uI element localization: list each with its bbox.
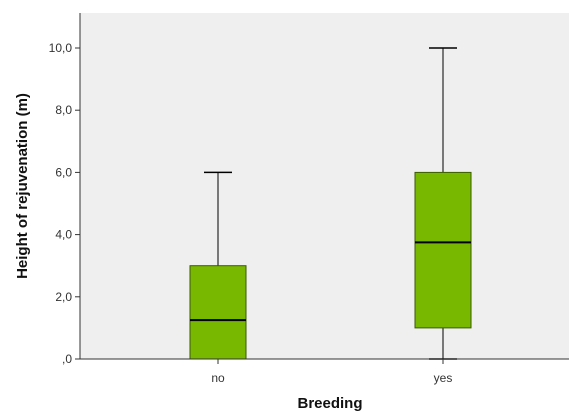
- y-tick-label: 2,0: [55, 290, 72, 304]
- y-tick-label: 4,0: [55, 228, 72, 242]
- box-no: [189, 171, 247, 360]
- box-iqr: [414, 171, 472, 329]
- y-axis-ticks: ,0 2,0 4,0 6,0 8,0 10,0: [49, 41, 80, 366]
- boxes: [189, 47, 472, 360]
- plot-background: [80, 13, 569, 359]
- x-axis-title: Breeding: [297, 395, 362, 412]
- y-tick-label: 10,0: [49, 41, 73, 55]
- x-tick-label: yes: [434, 371, 453, 385]
- box-yes: [414, 47, 472, 360]
- y-tick-label: ,0: [62, 352, 72, 366]
- x-tick-label: no: [211, 371, 225, 385]
- y-tick-label: 6,0: [55, 165, 72, 179]
- x-axis-ticks: no yes: [211, 359, 452, 385]
- box-iqr: [189, 265, 247, 360]
- y-tick-label: 8,0: [55, 103, 72, 117]
- y-axis-title: Height of rejuvenation (m): [14, 93, 31, 279]
